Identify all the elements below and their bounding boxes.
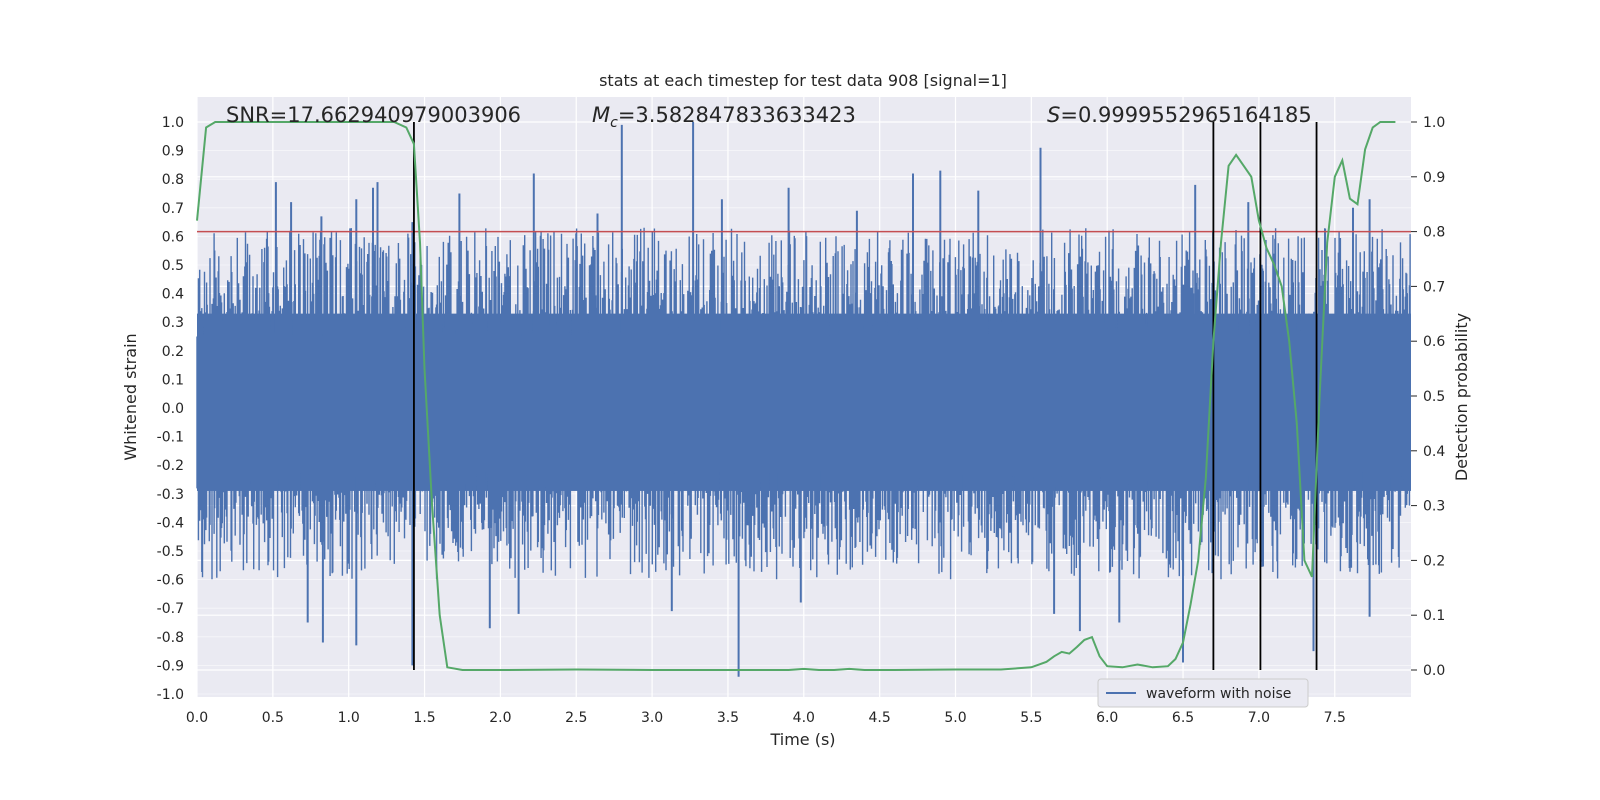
y-tick-label-right: 0.8 [1423,225,1445,241]
y-tick-label-left: 0.3 [162,315,184,331]
y-tick-label-right: 0.2 [1423,553,1445,569]
y-tick-label-right: 0.0 [1423,663,1445,679]
x-tick-label: 6.5 [1172,710,1194,726]
y-tick-label-left: -1.0 [157,687,184,703]
y-tick-label-right: 0.7 [1423,279,1445,295]
y-tick-label-left: 0.4 [162,287,184,303]
x-tick-label: 4.0 [793,710,815,726]
x-tick-label: 5.0 [944,710,966,726]
y-tick-label-right: 0.9 [1423,170,1445,186]
x-tick-label: 7.5 [1324,710,1346,726]
detection-probability-line [196,121,1396,671]
y-tick-label-right: 1.0 [1423,115,1445,131]
y-tick-label-left: -0.9 [157,658,184,674]
y-tick-label-left: -0.7 [157,601,184,617]
x-tick-label: 2.5 [565,710,587,726]
x-axis-label: Time (s) [769,730,835,749]
x-tick-label: 0.0 [186,710,208,726]
y-tick-label-left: -0.5 [157,544,184,560]
y-tick-label-left: 0.8 [162,172,184,188]
x-tick-label: 4.5 [869,710,891,726]
y-tick-label-left: 0.7 [162,201,184,217]
y-axis-label-right: Detection probability [1452,313,1471,481]
y-tick-label-left: 0.6 [162,229,184,245]
y-tick-label-left: 0.0 [162,401,184,417]
y-tick-label-left: -0.6 [157,573,184,589]
y-tick-label-right: 0.3 [1423,499,1445,515]
chirp-mass-value: =3.582847833633423 [618,103,856,127]
y-tick-label-right: 0.6 [1423,334,1445,350]
event-markers [413,122,1318,670]
s-annotation: S=0.9999552965164185 [1047,103,1312,127]
y-tick-label-left: -0.4 [157,515,184,531]
legend-label-waveform: waveform with noise [1146,686,1291,702]
legend-box [1097,678,1309,708]
y-tick-label-right: 0.1 [1423,608,1445,624]
y-tick-label-left: -0.1 [157,430,184,446]
x-tick-labels: 0.0 0.5 1.0 1.5 2.0 2.5 3.0 3.5 4.0 4.5 5.0 5.5 6.0 6… [186,710,1346,726]
y-tick-label-left: -0.2 [157,458,184,474]
chirp-mass-annotation: Mc=3.582847833633423 [592,103,856,131]
x-tick-label: 7.0 [1248,710,1270,726]
y-tick-label-left: 0.2 [162,344,184,360]
legend: waveform with noise [1097,678,1309,708]
s-symbol: S [1047,103,1060,127]
x-tick-label: 1.0 [338,710,360,726]
y-tick-label-left: -0.3 [157,487,184,503]
chirp-mass-symbol: M [592,103,610,127]
x-tick-label: 2.0 [489,710,511,726]
snr-annotation: SNR=17.662940979003906 [226,103,521,127]
x-tick-label: 3.0 [641,710,663,726]
y-tick-label-left: 0.1 [162,372,184,388]
chirp-mass-subscript: c [610,115,618,131]
y-tick-label-left: 0.5 [162,258,184,274]
y-tick-label-right: 0.4 [1423,444,1445,460]
waveform-series [196,122,1411,677]
chart-title: stats at each timestep for test data 908… [599,71,1007,90]
y-axis-label-left: Whitened strain [121,333,140,460]
x-tick-label: 1.5 [413,710,435,726]
y-tick-label-left: 1.0 [162,115,184,131]
y-tick-label-right: 0.5 [1423,389,1445,405]
y-tick-label-left: -0.8 [157,630,184,646]
x-tick-label: 5.5 [1020,710,1042,726]
s-value: =0.9999552965164185 [1060,103,1311,127]
waveform-noise [196,227,1411,580]
x-tick-label: 0.5 [262,710,284,726]
waveform-spikes [274,122,1371,677]
x-tick-label: 3.5 [717,710,739,726]
y-tick-label-left: 0.9 [162,144,184,160]
x-tick-label: 6.0 [1096,710,1118,726]
y-tick-labels-right: 1.0 0.9 0.8 0.7 0.6 0.5 0.4 0.3 0.2 0.1 0.0 [1411,115,1445,679]
y-tick-labels-left: 1.0 0.9 0.8 0.7 0.6 0.5 0.4 0.3 0.2 0.1 0.0 -0.1 -0.… [157,115,184,703]
